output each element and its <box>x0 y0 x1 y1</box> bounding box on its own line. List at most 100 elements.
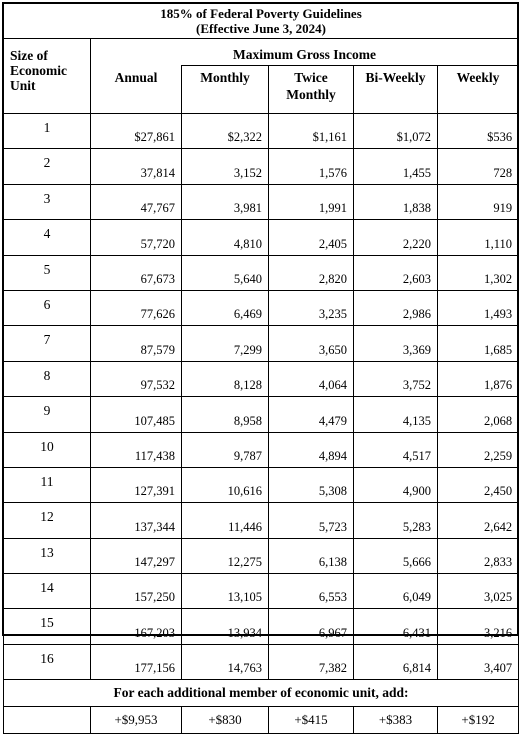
twice-monthly-cell: 4,064 <box>268 360 354 398</box>
size-cell: 9 <box>3 396 91 433</box>
table-row: 8 97,532 8,128 4,064 3,752 1,876 <box>3 360 520 398</box>
annual-cell: 157,250 <box>90 573 182 610</box>
twice-monthly-cell: 2,820 <box>268 254 354 291</box>
twice-monthly-cell: 6,138 <box>268 537 354 575</box>
annual-cell: 137,344 <box>90 502 182 539</box>
size-cell: 7 <box>3 325 91 362</box>
biweekly-cell: 6,814 <box>353 643 438 681</box>
size-cell: 3 <box>3 183 91 221</box>
twice-monthly-cell: 2,405 <box>268 219 354 256</box>
size-cell: 8 <box>3 360 91 398</box>
weekly-cell: 3,216 <box>436 608 520 645</box>
size-cell: 13 <box>3 537 91 575</box>
size-column-header: Size of Economic Unit <box>3 38 91 114</box>
weekly-column-header: Weekly <box>436 65 520 114</box>
monthly-cell: 7,299 <box>181 325 269 362</box>
monthly-cell: 3,152 <box>181 148 269 185</box>
annual-cell: $27,861 <box>90 112 182 150</box>
monthly-cell: 8,958 <box>181 396 269 433</box>
monthly-cell: 11,446 <box>181 502 269 539</box>
weekly-cell: 2,068 <box>436 396 520 433</box>
title-line-1: 185% of Federal Poverty Guidelines <box>160 6 362 21</box>
max-gross-income-header: Maximum Gross Income <box>89 38 520 66</box>
size-cell: 6 <box>3 289 91 327</box>
twice-monthly-cell: 4,479 <box>268 396 354 433</box>
title-line-2: (Effective June 3, 2024) <box>196 21 327 36</box>
annual-cell: 47,767 <box>90 183 182 221</box>
size-cell: 11 <box>3 466 91 504</box>
annual-cell: 97,532 <box>90 360 182 398</box>
table-row: 10 117,438 9,787 4,894 4,517 2,259 <box>3 431 520 468</box>
biweekly-cell: 4,135 <box>353 396 438 433</box>
table-row: 3 47,767 3,981 1,991 1,838 919 <box>3 183 520 221</box>
weekly-cell: 1,685 <box>436 325 520 362</box>
additional-blank-cell <box>3 706 91 734</box>
monthly-cell: 12,275 <box>181 537 269 575</box>
additional-twice-monthly: +$415 <box>268 706 354 734</box>
table-row: 2 37,814 3,152 1,576 1,455 728 <box>3 148 520 185</box>
monthly-cell: 13,934 <box>181 608 269 645</box>
biweekly-cell: 4,517 <box>353 431 438 468</box>
monthly-cell: 4,810 <box>181 219 269 256</box>
monthly-cell: 6,469 <box>181 289 269 327</box>
biweekly-cell: 5,666 <box>353 537 438 575</box>
weekly-cell: 2,450 <box>436 466 520 504</box>
additional-member-row: +$9,953 +$830 +$415 +$383 +$192 <box>3 706 520 734</box>
monthly-cell: 3,981 <box>181 183 269 221</box>
biweekly-cell: 3,752 <box>353 360 438 398</box>
table-row: 5 67,673 5,640 2,820 2,603 1,302 <box>3 254 520 291</box>
additional-annual: +$9,953 <box>90 706 182 734</box>
annual-cell: 77,626 <box>90 289 182 327</box>
twice-monthly-cell: 3,650 <box>268 325 354 362</box>
weekly-cell: 2,642 <box>436 502 520 539</box>
table-row: 11 127,391 10,616 5,308 4,900 2,450 <box>3 466 520 504</box>
biweekly-cell: 3,369 <box>353 325 438 362</box>
annual-cell: 107,485 <box>90 396 182 433</box>
twice-monthly-cell: 1,576 <box>268 148 354 185</box>
size-cell: 1 <box>3 112 91 150</box>
poverty-guidelines-table: 185% of Federal Poverty Guidelines (Effe… <box>2 3 520 734</box>
size-cell: 15 <box>3 608 91 645</box>
weekly-cell: 1,493 <box>436 289 520 327</box>
additional-biweekly: +$383 <box>353 706 438 734</box>
table-row: 9 107,485 8,958 4,479 4,135 2,068 <box>3 396 520 433</box>
twice-monthly-cell: 1,991 <box>268 183 354 221</box>
size-cell: 16 <box>3 643 91 681</box>
weekly-cell: $536 <box>436 112 520 150</box>
biweekly-cell: 5,283 <box>353 502 438 539</box>
twice-monthly-cell: $1,161 <box>268 112 354 150</box>
weekly-cell: 1,302 <box>436 254 520 291</box>
biweekly-cell: $1,072 <box>353 112 438 150</box>
size-cell: 14 <box>3 573 91 610</box>
weekly-cell: 2,833 <box>436 537 520 575</box>
size-cell: 10 <box>3 431 91 468</box>
monthly-column-header: Monthly <box>181 65 269 114</box>
monthly-cell: 13,105 <box>181 573 269 610</box>
annual-cell: 57,720 <box>90 219 182 256</box>
monthly-cell: 14,763 <box>181 643 269 681</box>
twice-monthly-cell: 3,235 <box>268 289 354 327</box>
twice-monthly-cell: 6,553 <box>268 573 354 610</box>
additional-member-label: For each additional member of economic u… <box>2 679 520 708</box>
table-row: 12 137,344 11,446 5,723 5,283 2,642 <box>3 502 520 539</box>
monthly-cell: $2,322 <box>181 112 269 150</box>
annual-cell: 87,579 <box>90 325 182 362</box>
biweekly-cell: 2,603 <box>353 254 438 291</box>
weekly-cell: 919 <box>436 183 520 221</box>
weekly-cell: 1,110 <box>436 219 520 256</box>
weekly-cell: 2,259 <box>436 431 520 468</box>
size-cell: 5 <box>3 254 91 291</box>
table-row: 4 57,720 4,810 2,405 2,220 1,110 <box>3 219 520 256</box>
table-row: 1 $27,861 $2,322 $1,161 $1,072 $536 <box>3 112 520 150</box>
monthly-cell: 9,787 <box>181 431 269 468</box>
biweekly-cell: 1,838 <box>353 183 438 221</box>
annual-cell: 177,156 <box>90 643 182 681</box>
annual-cell: 37,814 <box>90 148 182 185</box>
biweekly-cell: 2,220 <box>353 219 438 256</box>
size-cell: 4 <box>3 219 91 256</box>
annual-cell: 117,438 <box>90 431 182 468</box>
weekly-cell: 1,876 <box>436 360 520 398</box>
additional-monthly: +$830 <box>181 706 269 734</box>
size-cell: 2 <box>3 148 91 185</box>
twice-monthly-cell: 5,308 <box>268 466 354 504</box>
